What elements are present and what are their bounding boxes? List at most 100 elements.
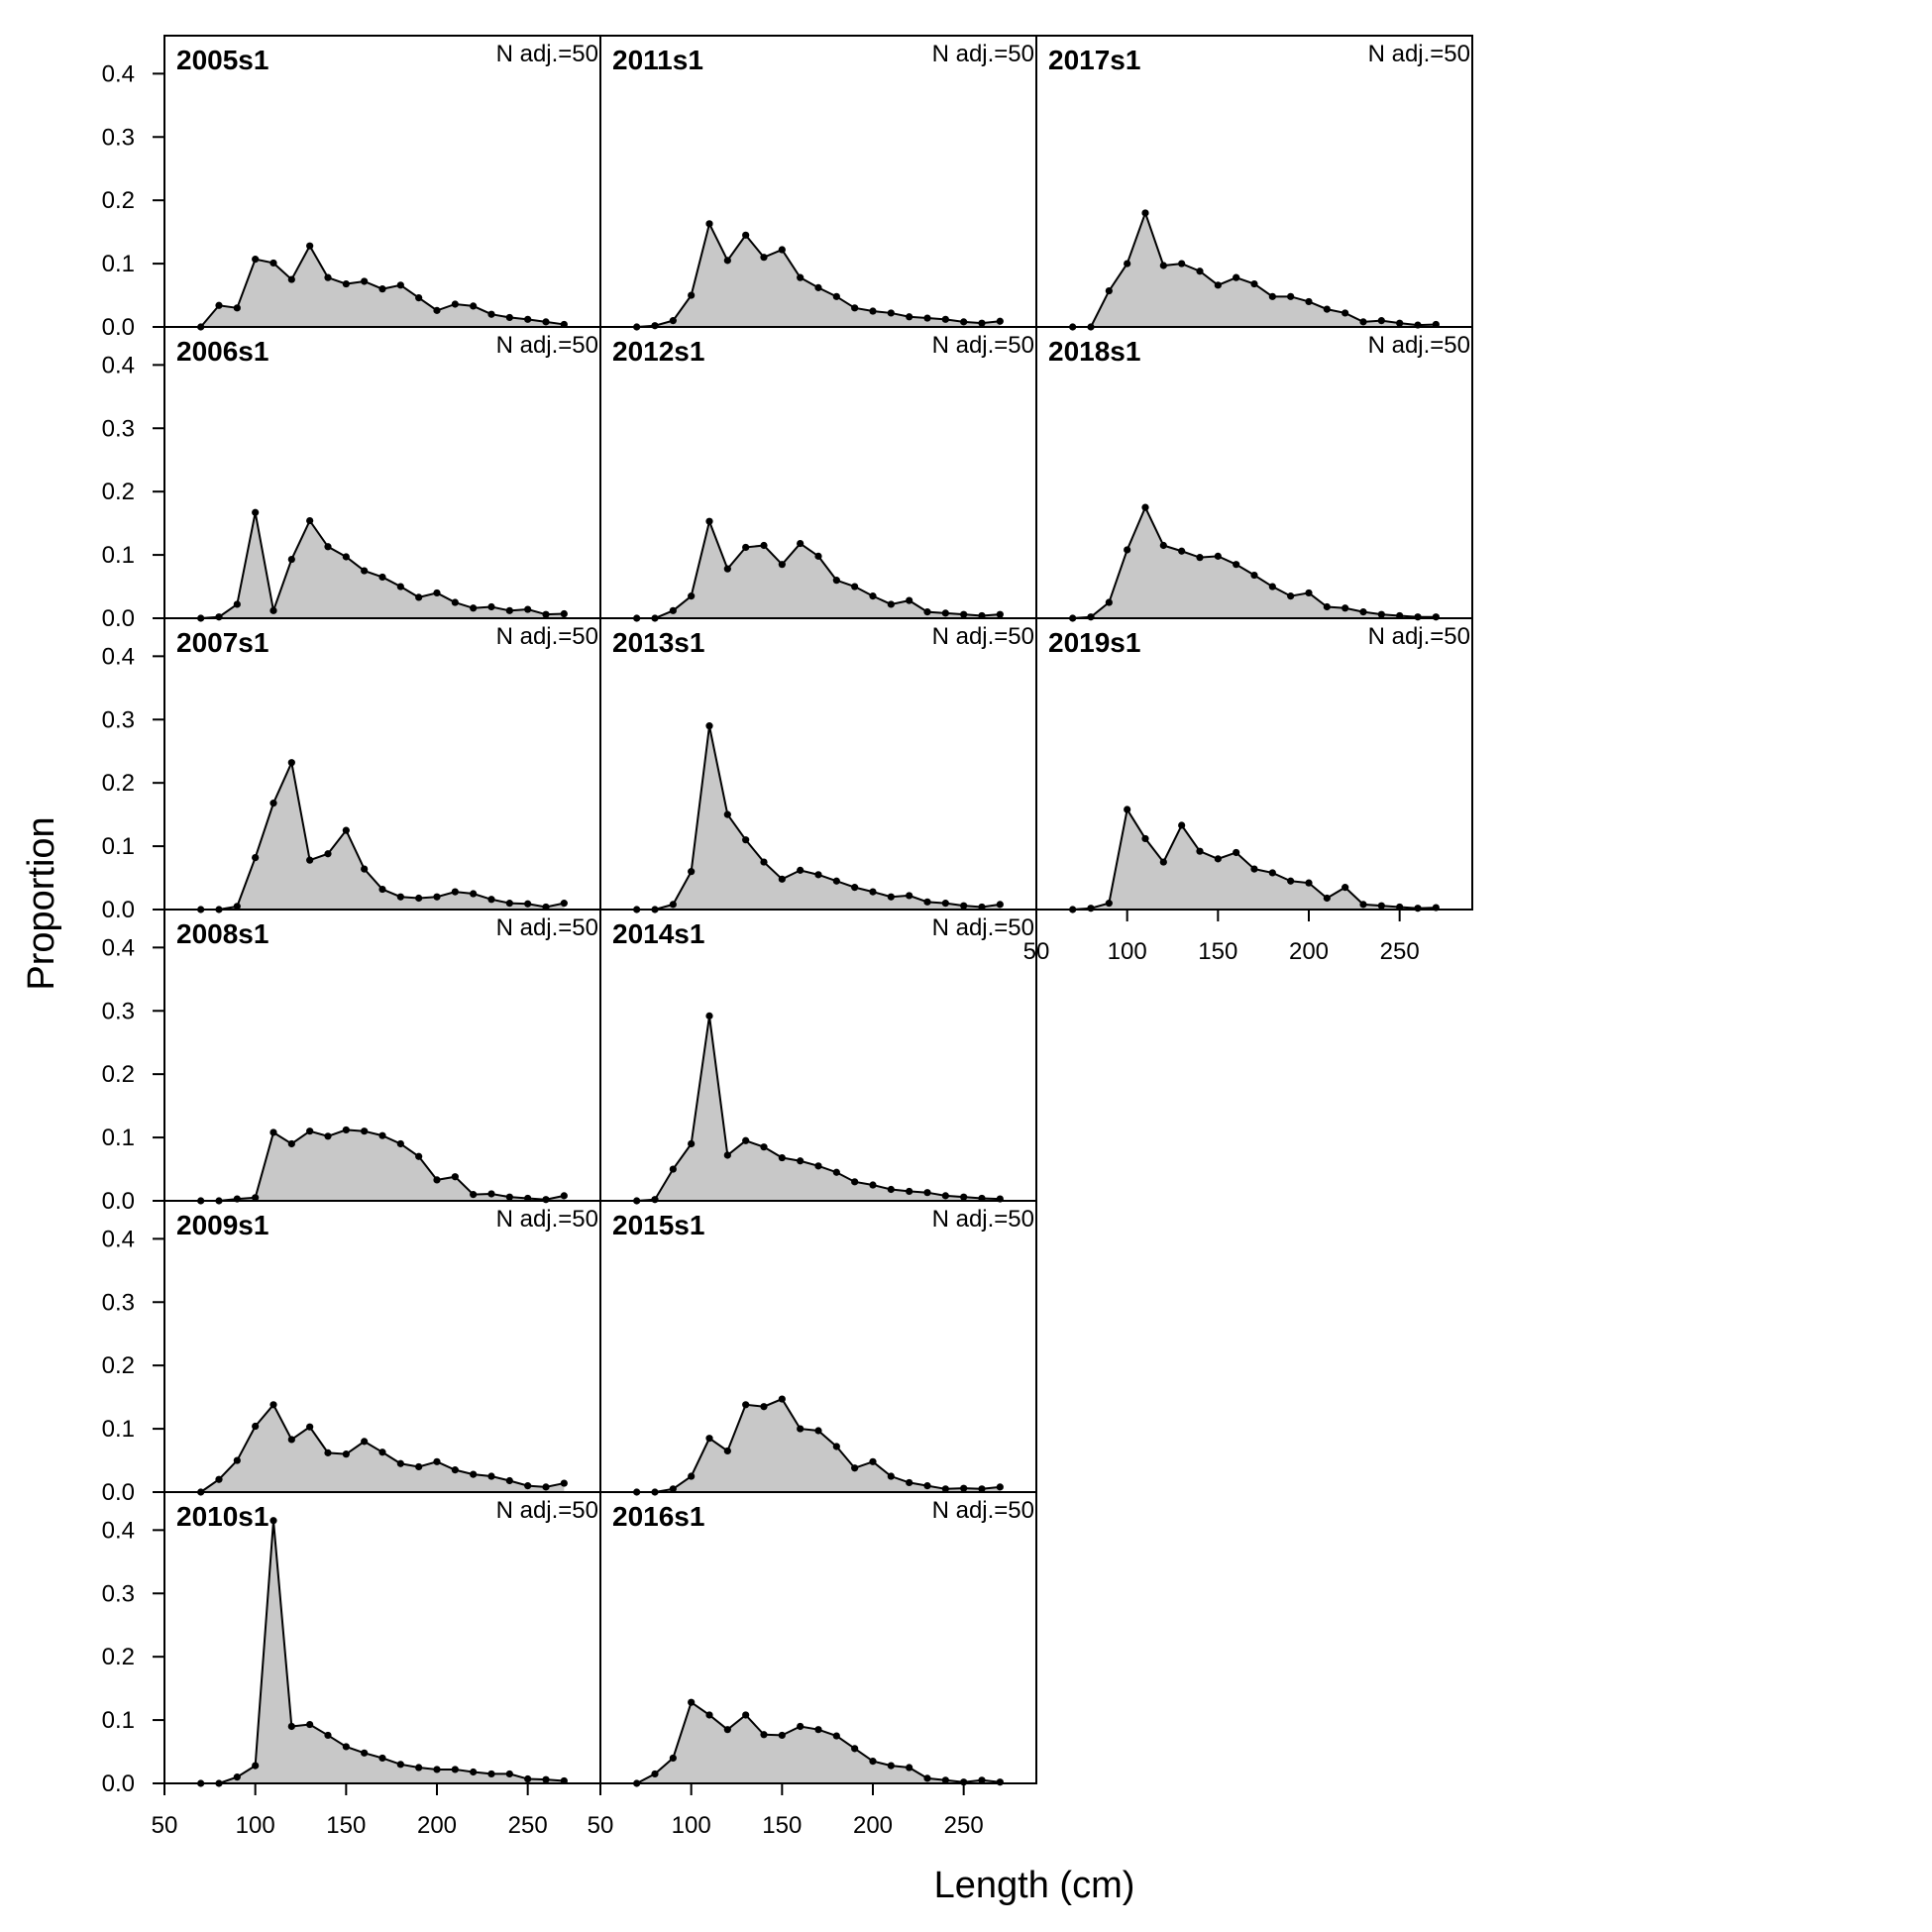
data-point (252, 1422, 260, 1431)
data-point (524, 315, 532, 323)
data-point (233, 600, 241, 608)
data-point (342, 553, 350, 561)
data-point (669, 1485, 677, 1493)
series-area (636, 1399, 1001, 1492)
data-point (1359, 901, 1367, 909)
data-point (1141, 209, 1149, 217)
data-point (1323, 602, 1331, 611)
data-point (869, 1181, 877, 1189)
data-point (742, 543, 750, 552)
data-point (252, 853, 260, 862)
data-point (778, 1395, 786, 1403)
data-point (705, 517, 713, 525)
panel-frame (599, 35, 1037, 328)
data-point (470, 1470, 478, 1478)
panel-note: N adj.=50 (932, 1497, 1034, 1524)
panel-2011s1: 2011s1 N adj.=50 (599, 35, 1037, 331)
data-point (1124, 546, 1131, 554)
data-point (1377, 610, 1385, 618)
data-point (215, 1475, 223, 1483)
data-point (778, 561, 786, 569)
data-point (1323, 894, 1331, 903)
data-point (560, 900, 568, 908)
panel-title: 2016s1 (612, 1501, 704, 1532)
panel-frame (163, 617, 601, 911)
data-point (941, 1192, 949, 1200)
y-tick-label: 0.0 (102, 1771, 135, 1797)
data-point (688, 1139, 696, 1148)
data-point (760, 254, 768, 262)
data-point (1287, 292, 1295, 300)
data-point (1105, 598, 1113, 606)
data-point (1087, 613, 1095, 621)
y-tick-label: 0.3 (102, 1289, 135, 1316)
data-point (287, 555, 295, 564)
data-point (1141, 503, 1149, 511)
data-point (396, 583, 404, 590)
panel-2009s1: 2009s1 N adj.=50 0.0 0.1 0.2 0.3 0.4 (102, 1200, 601, 1506)
data-point (233, 1456, 241, 1464)
data-point (941, 1776, 949, 1784)
data-point (396, 1139, 404, 1148)
data-point (1305, 297, 1313, 306)
y-tick-label: 0.1 (102, 1416, 135, 1443)
data-point (851, 1178, 859, 1186)
data-point (451, 1173, 459, 1181)
data-point (760, 1403, 768, 1411)
y-tick-label: 0.1 (102, 251, 135, 277)
panel-2015s1: 2015s1 N adj.=50 (599, 1200, 1037, 1496)
data-point (941, 609, 949, 617)
data-point (306, 1720, 314, 1729)
data-point (287, 1722, 295, 1731)
data-point (996, 317, 1004, 325)
y-tick-label: 0.3 (102, 998, 135, 1024)
panel-title: 2014s1 (612, 918, 704, 949)
data-point (378, 885, 386, 894)
data-point (669, 1165, 677, 1173)
x-axis-title: Length (cm) (934, 1865, 1135, 1906)
data-point (233, 304, 241, 312)
data-point (742, 836, 750, 844)
data-point (524, 1482, 532, 1490)
data-point (887, 600, 895, 608)
y-tick-label: 0.1 (102, 1707, 135, 1734)
y-tick-label: 0.2 (102, 479, 135, 505)
data-point (378, 285, 386, 293)
data-point (396, 1459, 404, 1467)
data-point (851, 884, 859, 892)
series-area (200, 1129, 565, 1201)
panel-2016s1: 2016s1 N adj.=50 50 100 150 200 250 (588, 1491, 1037, 1839)
data-point (1342, 884, 1349, 892)
data-point (505, 1770, 513, 1778)
series-area (200, 762, 565, 910)
data-point (742, 1401, 750, 1409)
y-tick-label: 0.2 (102, 187, 135, 214)
panel-title: 2005s1 (176, 45, 268, 75)
data-point (797, 1425, 805, 1433)
data-point (705, 1435, 713, 1443)
series-area (636, 725, 1001, 910)
panel-title: 2010s1 (176, 1501, 268, 1532)
series-area (200, 1404, 565, 1492)
data-point (851, 583, 859, 590)
panel-frame (163, 1491, 601, 1784)
data-point (887, 309, 895, 317)
y-tick-label: 0.4 (102, 60, 135, 87)
data-point (215, 301, 223, 309)
data-point (1196, 554, 1204, 562)
data-point (923, 1482, 931, 1490)
panel-2017s1: 2017s1 N adj.=50 (1035, 35, 1473, 331)
data-point (1342, 309, 1349, 317)
x-tick-label: 50 (1023, 938, 1050, 965)
data-point (923, 1774, 931, 1782)
data-point (505, 1476, 513, 1485)
data-point (1250, 571, 1258, 580)
y-tick-label: 0.0 (102, 314, 135, 341)
data-point (505, 606, 513, 614)
data-point (433, 1457, 441, 1465)
x-tick-label: 250 (1380, 938, 1420, 965)
data-point (869, 888, 877, 896)
x-tick-label: 50 (588, 1812, 614, 1839)
data-point (324, 850, 332, 858)
data-point (269, 1128, 277, 1136)
